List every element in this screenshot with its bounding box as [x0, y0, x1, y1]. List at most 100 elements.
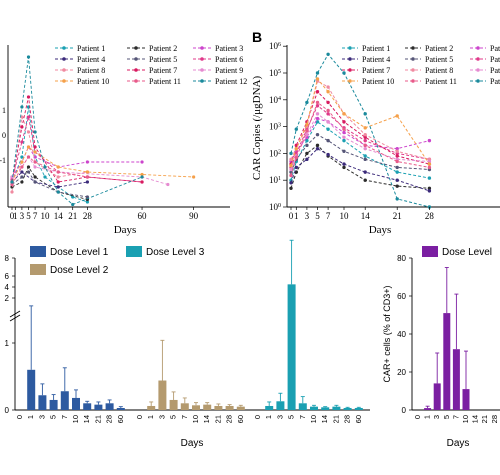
x-tick-label: 1: [13, 211, 18, 221]
bar: [265, 405, 274, 410]
data-point: [395, 146, 399, 151]
data-point: [427, 138, 432, 143]
data-point: [363, 135, 367, 139]
legend-item: Patient 6: [490, 55, 500, 64]
data-point: [294, 155, 298, 160]
data-point: [315, 77, 320, 81]
y-tick-label: 60: [397, 292, 406, 301]
legend-marker: [476, 79, 480, 83]
x-tick-label: 14: [202, 415, 211, 423]
legend-item: Patient 7: [362, 66, 390, 75]
x-tick-label: 7: [180, 415, 189, 419]
data-point: [33, 155, 37, 159]
legend-marker: [476, 57, 480, 61]
x-tick-label: 14: [54, 211, 64, 221]
data-point: [289, 151, 293, 156]
data-point: [315, 132, 320, 137]
data-point: [363, 157, 367, 162]
legend-item: Patient 2: [149, 44, 177, 53]
bar: [180, 403, 189, 410]
legend-item: Patient 3: [490, 44, 500, 53]
legend-marker: [134, 79, 138, 83]
series-line: [290, 80, 430, 160]
legend-marker: [411, 68, 415, 72]
y-tick-label: 20: [397, 368, 406, 377]
x-tick-label: 7: [298, 415, 307, 419]
legend-marker: [200, 57, 204, 61]
legend-marker: [348, 68, 352, 72]
bar: [27, 369, 36, 410]
x-tick-label: 7: [33, 211, 38, 221]
data-point: [33, 175, 37, 179]
data-point: [294, 127, 298, 131]
bar: [49, 399, 58, 410]
y-tick-label: 100: [269, 202, 281, 212]
legend-marker: [62, 79, 66, 83]
bar: [287, 284, 296, 410]
y-tick-label: 1: [2, 106, 6, 115]
x-tick-label: 7: [451, 415, 460, 419]
data-point: [315, 120, 320, 124]
panel-d-xlabel: Days: [447, 438, 470, 449]
x-tick-label: 0: [289, 211, 294, 221]
x-tick-label: 0: [135, 415, 144, 419]
bar: [147, 405, 156, 410]
data-point: [315, 100, 320, 105]
data-point: [56, 190, 60, 194]
y-tick-label: 106: [269, 41, 281, 51]
data-point: [315, 71, 320, 75]
legend-item: Patient 2: [425, 44, 453, 53]
data-point: [427, 176, 432, 180]
data-point: [326, 120, 330, 124]
data-point: [315, 116, 320, 121]
data-point: [56, 170, 60, 174]
data-point: [305, 129, 309, 133]
legend-item: Patient 8: [77, 66, 105, 75]
data-point: [326, 112, 330, 116]
data-point: [363, 146, 367, 151]
data-point: [326, 152, 330, 157]
data-point: [140, 172, 144, 177]
data-point: [20, 140, 24, 144]
x-tick-label: 5: [26, 211, 31, 221]
x-tick-label: 10: [41, 211, 51, 221]
data-point: [342, 138, 346, 143]
data-point: [326, 85, 330, 89]
data-point: [315, 112, 320, 116]
y-tick-label: 103: [269, 122, 281, 132]
data-point: [20, 180, 24, 184]
x-tick-label: 5: [49, 415, 58, 419]
data-point: [326, 52, 330, 56]
data-point: [294, 165, 298, 170]
data-point: [289, 157, 293, 162]
data-point: [20, 160, 24, 164]
legend-marker: [134, 46, 138, 50]
x-tick-label: 21: [393, 211, 402, 221]
data-point: [43, 175, 47, 179]
legend-marker: [476, 46, 480, 50]
data-point: [395, 184, 399, 188]
y-tick-label: 80: [397, 254, 406, 263]
data-point: [326, 108, 330, 113]
x-tick-label: 0: [413, 415, 422, 419]
data-point: [326, 127, 330, 131]
series-line: [11, 171, 88, 198]
data-point: [305, 151, 309, 156]
data-point: [342, 149, 346, 153]
data-point: [305, 122, 309, 127]
legend-item: Patient 1: [77, 44, 105, 53]
data-point: [395, 178, 399, 182]
data-point: [289, 173, 293, 178]
data-point: [395, 165, 399, 170]
data-point: [305, 132, 309, 137]
data-point: [85, 175, 89, 179]
bar: [452, 349, 460, 410]
legend-item: Patient 7: [149, 66, 177, 75]
legend-item: Patient 5: [425, 55, 453, 64]
legend-item: Patient 11: [149, 77, 181, 86]
series-line: [11, 96, 143, 183]
panel-b-chart: 0 1 3 5 7 10 14 21 28 100 101 102 103 104 105 106 Days…: [251, 41, 500, 236]
data-point: [26, 115, 31, 119]
x-tick-label: 10: [309, 415, 318, 423]
